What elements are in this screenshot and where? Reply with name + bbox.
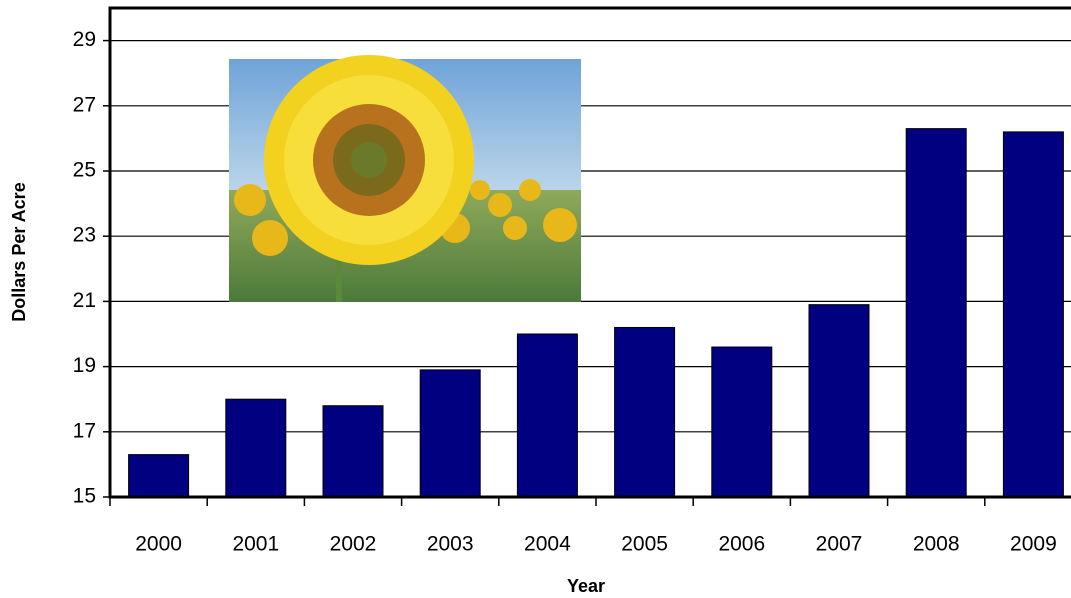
- x-tick-label: 2009: [1010, 533, 1057, 556]
- bar: [322, 405, 384, 498]
- y-tick-label: 27: [73, 93, 96, 116]
- bar: [516, 333, 578, 498]
- y-tick-label: 21: [73, 289, 96, 312]
- bar: [905, 128, 967, 498]
- y-axis-title: Dollars Per Acre: [9, 182, 29, 321]
- plot-border: [108, 6, 1071, 499]
- y-tick-label: 15: [73, 485, 96, 508]
- bar: [808, 304, 870, 498]
- x-tick-label: 2005: [621, 533, 668, 556]
- y-tick-label: 19: [73, 354, 96, 377]
- y-tick-label: 17: [73, 419, 96, 442]
- bar: [419, 369, 481, 498]
- y-tick-label: 29: [73, 28, 96, 51]
- x-tick-label: 2000: [135, 533, 182, 556]
- bar: [225, 398, 287, 498]
- x-tick-label: 2007: [816, 533, 863, 556]
- x-tick-label: 2003: [427, 533, 474, 556]
- bar: [711, 346, 773, 498]
- x-tick-label: 2004: [524, 533, 571, 556]
- y-tick-label: 23: [73, 224, 96, 247]
- x-tick-label: 2006: [718, 533, 765, 556]
- x-axis-title: Year: [567, 576, 605, 596]
- x-tick-label: 2008: [913, 533, 960, 556]
- bar: [1002, 131, 1064, 498]
- x-tick-label: 2002: [330, 533, 377, 556]
- bar: [128, 454, 190, 498]
- sunflower-picture: [229, 55, 581, 302]
- y-tick-label: 25: [73, 159, 96, 182]
- bar: [614, 326, 676, 498]
- x-tick-label: 2001: [232, 533, 279, 556]
